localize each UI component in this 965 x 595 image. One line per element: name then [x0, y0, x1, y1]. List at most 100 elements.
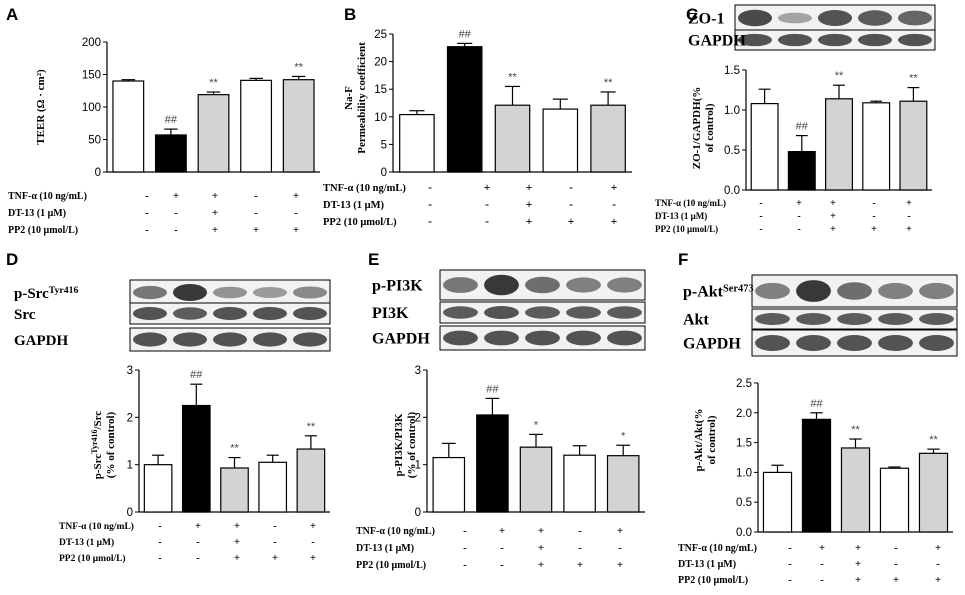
y-tick-label: 0.0: [736, 527, 752, 539]
treatment-sign: -: [797, 224, 800, 235]
treatment-label: DT-13 (1 μM): [8, 208, 66, 219]
treatment-sign: +: [526, 216, 533, 228]
significance-mark: **: [294, 61, 303, 73]
y-tick-label: 0.5: [736, 497, 752, 509]
western-blot: ZO-1 GAPDH: [688, 4, 936, 51]
blot-label: GAPDH: [14, 333, 68, 349]
significance-mark: **: [508, 71, 517, 83]
treatment-sign: -: [311, 537, 315, 548]
treatment-sign: -: [500, 559, 504, 571]
treatment-sign: +: [484, 182, 491, 194]
treatment-label: DT-13 (1 μM): [678, 559, 736, 570]
treatment-sign: -: [145, 207, 149, 219]
treatment-sign: +: [526, 199, 533, 211]
y-tick-label: 0: [95, 167, 101, 179]
y-tick-label: 2: [415, 412, 421, 424]
y-tick-label: 2: [127, 412, 133, 424]
treatment-sign: +: [617, 559, 623, 571]
treatment-sign: -: [569, 199, 573, 211]
bar: [606, 455, 640, 513]
blot-band: [796, 280, 831, 302]
y-tick-label: 0: [127, 507, 133, 519]
western-blot: p-SrcTyr416 Src GAPDH: [14, 279, 331, 352]
blot-band: [253, 332, 287, 347]
treatment-sign: -: [569, 182, 573, 194]
treatment-sign: -: [612, 199, 616, 211]
blot-label: GAPDH: [372, 331, 430, 348]
y-tick-label: 100: [82, 102, 101, 114]
treatment-sign: +: [212, 190, 218, 202]
treatment-label: TNF-α (10 ng/mL): [678, 543, 757, 554]
blot-band: [898, 33, 932, 47]
treatment-sign: +: [577, 559, 583, 571]
treatment-sign: +: [293, 224, 299, 236]
blot-label: PI3K: [372, 305, 409, 322]
blot-label: ZO-1: [688, 11, 724, 28]
blot-band: [293, 332, 327, 347]
blot-band: [484, 330, 519, 346]
treatment-sign: -: [463, 559, 467, 571]
significance-mark: *: [534, 419, 539, 431]
blot-band: [837, 282, 872, 300]
significance-mark: **: [851, 424, 860, 436]
blot-label: GAPDH: [683, 336, 741, 353]
blot-band: [898, 10, 932, 26]
treatment-sign: +: [538, 559, 544, 571]
treatment-sign: -: [500, 542, 504, 554]
blot-band: [484, 306, 519, 319]
blot-band: [818, 9, 852, 27]
treatment-sign: +: [906, 224, 912, 235]
treatment-label: TNF-α (10 ng/mL): [655, 198, 726, 208]
blot-band: [133, 307, 167, 320]
treatment-sign: -: [759, 198, 762, 209]
significance-mark: **: [835, 70, 844, 82]
treatment-sign: -: [254, 207, 258, 219]
y-tick-label: 2.5: [736, 378, 752, 390]
blot-band: [213, 332, 247, 347]
significance-mark: **: [307, 421, 316, 433]
treatment-sign: +: [234, 521, 240, 532]
panel-b: B 0 5 10 15 20 25 Na-F Permeability coefficient #…: [323, 5, 632, 228]
y-axis-label: Permeability coefficient: [356, 42, 368, 154]
bar: [112, 80, 145, 173]
treatment-sign: -: [158, 553, 162, 564]
treatment-table: TNF-α (10 ng/mL) - + + - + DT-13 (1 μM) - - + - - PP…: [655, 198, 912, 235]
treatment-sign: -: [894, 558, 898, 570]
treatment-sign: -: [485, 216, 489, 228]
blot-band: [443, 330, 478, 346]
western-blot: p-PI3K PI3K GAPDH: [372, 269, 646, 351]
bar: [181, 404, 211, 513]
y-tick-label: 10: [374, 112, 387, 124]
treatment-label: DT-13 (1 μM): [356, 543, 414, 554]
blot-band: [778, 33, 812, 47]
y-axis-label: ZO-1/GAPDH(%: [691, 87, 703, 170]
treatment-sign: -: [158, 537, 162, 548]
panel-letter: E: [368, 250, 379, 269]
panel-f: Fp-AktSer473 Akt GAPDH 0.0 0.5 1.0 1.5 2.0 2.5 p-…: [678, 250, 958, 586]
treatment-sign: -: [463, 525, 467, 537]
axes: 0 5 10 15 20 25: [374, 29, 632, 179]
treatment-sign: -: [273, 521, 277, 532]
treatment-sign: +: [855, 574, 861, 586]
panel-c: CZO-1 GAPDH 0.0 0.5 1.0 1.5 ZO-1/GAPDH(% of con…: [655, 4, 936, 235]
treatment-sign: +: [538, 542, 544, 554]
treatment-sign: -: [174, 207, 178, 219]
blot-band: [878, 282, 913, 300]
panel-e: Ep-PI3K PI3K GAPDH 0 1 2 3 p-PI3K/PI3K (% of con…: [356, 250, 646, 571]
significance-mark: **: [909, 73, 918, 85]
treatment-sign: -: [485, 199, 489, 211]
y-tick-label: 3: [415, 365, 421, 377]
y-tick-label: 2.0: [736, 408, 752, 420]
blot-band: [525, 306, 560, 319]
treatment-sign: -: [463, 542, 467, 554]
treatment-sign: +: [234, 537, 240, 548]
significance-mark: *: [621, 430, 626, 442]
treatment-sign: +: [855, 542, 861, 554]
panel-a: A 0 50 100 150 200 TEER (Ω · cm²) ## ** ** TNF-α (…: [6, 5, 320, 236]
panel-letter: A: [6, 5, 18, 24]
treatment-label: DT-13 (1 μM): [323, 200, 384, 211]
significance-mark: ##: [796, 121, 809, 133]
bar: [143, 464, 173, 513]
blot-band: [607, 330, 642, 346]
